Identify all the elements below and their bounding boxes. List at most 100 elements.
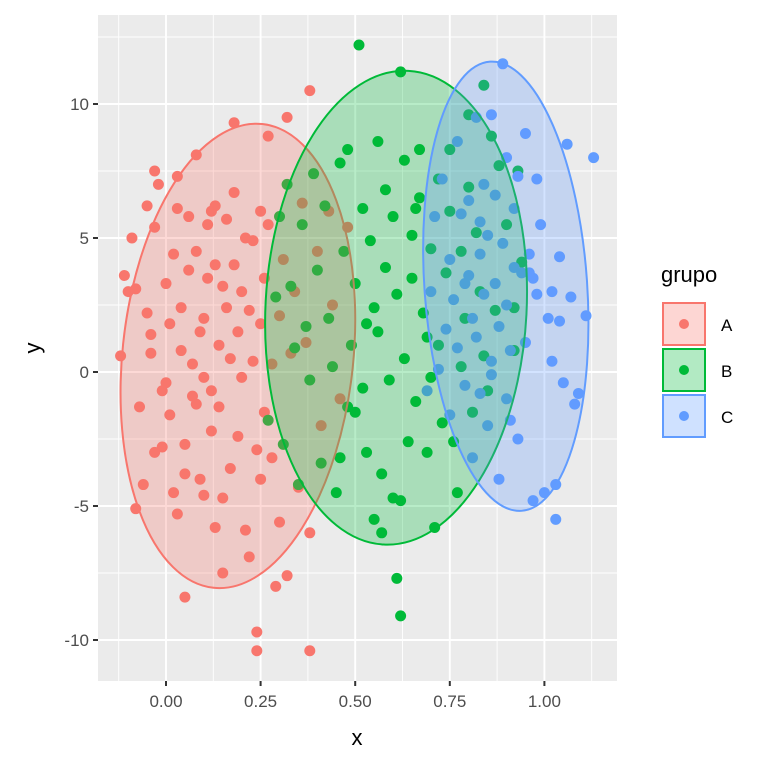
point-B bbox=[395, 610, 407, 622]
point-C bbox=[531, 288, 543, 300]
point-A bbox=[255, 205, 267, 217]
point-B bbox=[414, 192, 426, 204]
point-B bbox=[425, 371, 437, 383]
point-B bbox=[489, 304, 501, 316]
point-A bbox=[232, 326, 244, 338]
x-axis-title: x bbox=[352, 725, 363, 750]
point-C bbox=[569, 398, 581, 410]
point-C bbox=[485, 109, 497, 121]
point-A bbox=[217, 492, 229, 504]
point-B bbox=[406, 229, 418, 241]
point-C bbox=[535, 219, 547, 231]
point-A bbox=[179, 591, 191, 603]
point-B bbox=[459, 312, 471, 324]
point-C bbox=[444, 253, 456, 265]
point-B bbox=[451, 487, 463, 499]
point-B bbox=[361, 446, 373, 458]
point-B bbox=[368, 513, 380, 525]
point-C bbox=[451, 136, 463, 148]
point-A bbox=[141, 200, 153, 212]
point-A bbox=[232, 430, 244, 442]
point-C bbox=[436, 173, 448, 185]
point-B bbox=[379, 184, 391, 196]
point-B bbox=[379, 261, 391, 273]
point-A bbox=[194, 473, 206, 485]
point-A bbox=[247, 235, 259, 247]
point-C bbox=[519, 127, 531, 139]
point-A bbox=[243, 304, 255, 316]
point-C bbox=[463, 194, 475, 206]
point-A bbox=[217, 567, 229, 579]
point-A bbox=[190, 245, 202, 257]
point-C bbox=[459, 278, 471, 290]
point-B bbox=[421, 446, 433, 458]
point-A bbox=[171, 203, 183, 215]
point-B bbox=[402, 436, 414, 448]
legend: grupo A B C bbox=[661, 262, 733, 438]
point-C bbox=[474, 387, 486, 399]
point-A bbox=[334, 393, 346, 405]
point-B bbox=[334, 157, 346, 169]
point-B bbox=[342, 144, 354, 156]
point-C bbox=[588, 152, 600, 164]
point-C bbox=[482, 420, 494, 432]
point-B bbox=[368, 302, 380, 314]
point-B bbox=[308, 168, 320, 180]
point-A bbox=[224, 353, 236, 365]
point-C bbox=[550, 513, 562, 525]
point-A bbox=[171, 508, 183, 520]
legend-point-icon bbox=[679, 319, 689, 329]
point-A bbox=[304, 85, 316, 97]
point-B bbox=[364, 235, 376, 247]
point-B bbox=[270, 291, 282, 303]
y-tick-label: 0 bbox=[80, 363, 89, 382]
point-B bbox=[334, 452, 346, 464]
point-A bbox=[251, 645, 263, 657]
point-A bbox=[326, 299, 338, 311]
y-tick-label: 5 bbox=[80, 229, 89, 248]
point-A bbox=[183, 211, 195, 223]
x-tick-label: 0.25 bbox=[244, 692, 277, 711]
point-C bbox=[482, 229, 494, 241]
point-A bbox=[186, 358, 198, 370]
point-B bbox=[326, 361, 338, 373]
point-C bbox=[485, 369, 497, 381]
point-B bbox=[478, 79, 490, 91]
point-B bbox=[300, 320, 312, 332]
point-A bbox=[251, 444, 263, 456]
point-A bbox=[239, 524, 251, 536]
point-B bbox=[406, 272, 418, 284]
legend-item-A: A bbox=[662, 302, 733, 346]
point-B bbox=[383, 374, 395, 386]
point-C bbox=[440, 323, 452, 335]
point-C bbox=[527, 272, 539, 284]
point-B bbox=[395, 495, 407, 507]
point-A bbox=[274, 516, 286, 528]
point-A bbox=[198, 371, 210, 383]
y-axis-title: y bbox=[20, 343, 45, 354]
point-C bbox=[565, 291, 577, 303]
point-C bbox=[493, 320, 505, 332]
legend-key bbox=[662, 302, 706, 346]
point-A bbox=[296, 197, 308, 209]
point-C bbox=[527, 495, 539, 507]
point-A bbox=[213, 401, 225, 413]
point-A bbox=[251, 626, 263, 638]
point-A bbox=[277, 253, 289, 265]
point-A bbox=[179, 438, 191, 450]
point-A bbox=[221, 302, 233, 314]
legend-label: A bbox=[721, 316, 733, 335]
point-A bbox=[213, 339, 225, 351]
point-A bbox=[262, 219, 274, 231]
point-A bbox=[266, 452, 278, 464]
point-A bbox=[194, 326, 206, 338]
point-C bbox=[489, 278, 501, 290]
x-tick-label: 1.00 bbox=[528, 692, 561, 711]
point-C bbox=[572, 387, 584, 399]
point-B bbox=[353, 39, 365, 51]
point-A bbox=[190, 398, 202, 410]
point-A bbox=[164, 409, 176, 421]
point-B bbox=[285, 280, 297, 292]
point-B bbox=[391, 288, 403, 300]
x-tick-label: 0.00 bbox=[149, 692, 182, 711]
